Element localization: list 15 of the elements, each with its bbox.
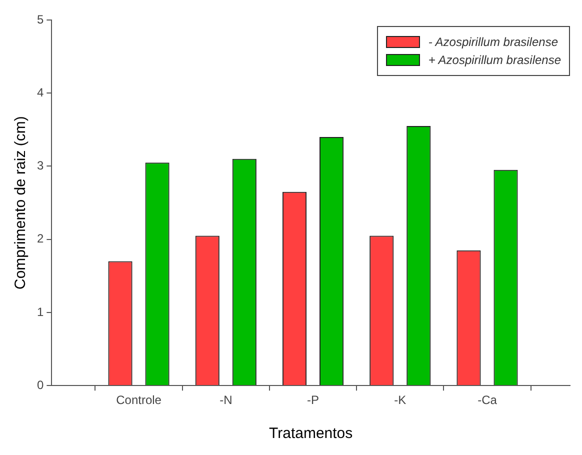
x-tick-label: -K (394, 393, 406, 408)
x-tick-label: -N (220, 393, 232, 408)
y-tick-label: 5 (36, 12, 44, 26)
y-tick-label: 2 (36, 232, 44, 246)
x-tick-label: Controle (116, 393, 162, 408)
legend-label: - Azospirillum brasilense (428, 34, 558, 51)
x-tick-label: -P (307, 393, 320, 408)
y-tick-label: 3 (36, 158, 44, 173)
x-tick-label: -Ca (478, 393, 498, 408)
legend-label: + Azospirillum brasilense (428, 52, 561, 69)
y-tick-label: 4 (36, 85, 44, 100)
y-tick-label: 0 (36, 378, 44, 392)
y-tick-label: 1 (36, 304, 44, 319)
y-axis-title: Comprimento de raiz (cm) (12, 116, 30, 290)
x-axis-title: Tratamentos (269, 425, 353, 442)
